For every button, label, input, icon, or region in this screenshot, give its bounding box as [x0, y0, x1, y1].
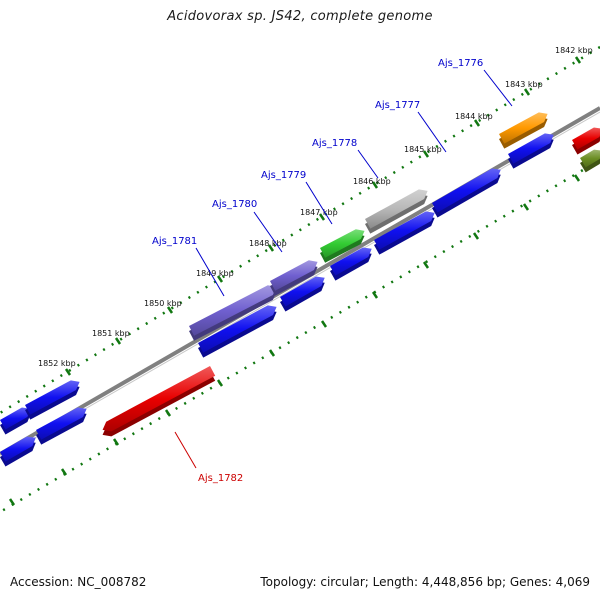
gene-Ajs_1776-bar[interactable] — [499, 112, 548, 149]
gene-leader-line — [174, 431, 197, 469]
scale-tick — [522, 203, 530, 211]
accession-text: Accession: NC_008782 — [10, 575, 147, 589]
gene-reverse-blue[interactable] — [36, 407, 87, 445]
scale-tick-label: 1851 kbp — [92, 329, 130, 338]
gene-edge-red-face — [572, 127, 600, 150]
gene-Ajs_1782-bar[interactable] — [102, 366, 216, 437]
scale-tick — [112, 438, 120, 446]
gene-label-ajs_1779[interactable]: Ajs_1779 — [261, 170, 306, 181]
gene-Ajs_1781-bar[interactable] — [189, 285, 277, 341]
page-title: Acidovorax sp. JS42, complete genome — [167, 9, 433, 24]
scale-tick-label: 1844 kbp — [455, 112, 493, 121]
scale-tick — [473, 119, 481, 127]
gene-Ajs_1778-bar-face — [365, 189, 428, 229]
gene-reverse-blue[interactable] — [374, 211, 435, 255]
gene-forward-blue-face — [0, 407, 31, 430]
gene-reverse-blue[interactable] — [198, 305, 277, 358]
scale-tick — [574, 56, 582, 64]
scale-tick — [216, 379, 224, 387]
gene-edge-olive[interactable] — [580, 149, 600, 173]
scale-tick — [216, 275, 224, 283]
outer-scale-track — [0, 45, 600, 415]
gene-Ajs_1780-bar[interactable] — [270, 260, 318, 296]
gene-Ajs_1779-bar[interactable] — [320, 229, 365, 263]
gene-reverse-blue-face — [280, 276, 325, 307]
gene-reverse-blue-face — [330, 247, 372, 276]
gene-reverse-blue[interactable] — [280, 276, 325, 312]
scale-tick — [371, 291, 379, 299]
backbone-highlight — [0, 111, 600, 459]
gene-reverse-blue[interactable] — [0, 436, 36, 467]
scale-tick — [371, 181, 379, 189]
gene-reverse-blue[interactable] — [508, 133, 554, 169]
scale-tick — [164, 409, 172, 417]
gene-Ajs_1776-bar-face — [499, 112, 548, 144]
gene-label-ajs_1781[interactable]: Ajs_1781 — [152, 236, 197, 247]
gene-edge-olive-face — [580, 149, 600, 168]
gene-Ajs_1777-bar[interactable] — [432, 168, 501, 218]
scale-tick — [573, 174, 581, 182]
gene-leader-line — [253, 211, 283, 253]
scale-tick — [523, 88, 531, 96]
scale-tick-label: 1845 kbp — [404, 145, 442, 154]
gene-leader-line — [305, 181, 333, 225]
gene-label-ajs_1777[interactable]: Ajs_1777 — [375, 100, 420, 111]
gene-reverse-blue-face — [374, 211, 435, 250]
gene-forward-blue[interactable] — [25, 380, 80, 420]
gene-reverse-blue-face — [508, 133, 554, 164]
scale-tick — [472, 232, 480, 240]
scale-tick — [320, 320, 328, 328]
gene-reverse-blue-face — [36, 407, 87, 440]
gene-leader-line — [195, 247, 225, 297]
gene-Ajs_1781-bar-face — [189, 285, 277, 336]
gene-leader-line — [483, 69, 513, 107]
scale-tick — [422, 261, 430, 269]
gene-label-ajs_1778[interactable]: Ajs_1778 — [312, 138, 357, 149]
gene-edge-red[interactable] — [572, 127, 600, 155]
scale-tick-label: 1848 kbp — [249, 239, 287, 248]
scale-tick — [318, 213, 326, 221]
gene-Ajs_1782-bar-face — [102, 366, 216, 432]
scale-tick — [166, 306, 174, 314]
scale-tick — [64, 368, 72, 376]
gene-reverse-blue[interactable] — [330, 247, 372, 281]
scale-tick-label: 1849 kbp — [196, 269, 234, 278]
scale-tick-label: 1843 kbp — [505, 80, 543, 89]
scale-tick — [8, 498, 16, 506]
genome-summary-text: Topology: circular; Length: 4,448,856 bp… — [260, 575, 590, 589]
gene-leader-line — [417, 111, 447, 153]
scale-tick — [60, 468, 68, 476]
gene-Ajs_1777-bar-face — [432, 168, 501, 213]
gene-label-ajs_1782[interactable]: Ajs_1782 — [198, 473, 243, 484]
gene-reverse-blue-face — [0, 436, 36, 462]
gene-Ajs_1778-bar[interactable] — [365, 189, 428, 234]
scale-tick-label: 1842 kbp — [555, 46, 593, 55]
gene-Ajs_1779-bar-face — [320, 229, 365, 258]
scale-tick — [267, 244, 275, 252]
gene-label-ajs_1780[interactable]: Ajs_1780 — [212, 199, 257, 210]
scale-tick-label: 1847 kbp — [300, 208, 338, 217]
gene-Ajs_1780-bar-face — [270, 260, 318, 291]
scale-tick — [422, 150, 430, 158]
scale-tick-label: 1850 kbp — [144, 299, 182, 308]
scale-tick — [268, 349, 276, 357]
scale-tick-label: 1852 kbp — [38, 359, 76, 368]
scale-tick — [114, 337, 122, 345]
gene-label-ajs_1776[interactable]: Ajs_1776 — [438, 58, 483, 69]
gene-leader-line — [357, 149, 379, 179]
gene-reverse-blue-face — [198, 305, 277, 353]
gene-forward-blue[interactable] — [0, 407, 31, 435]
scale-tick-label: 1846 kbp — [353, 177, 391, 186]
gene-forward-blue-face — [25, 380, 80, 415]
